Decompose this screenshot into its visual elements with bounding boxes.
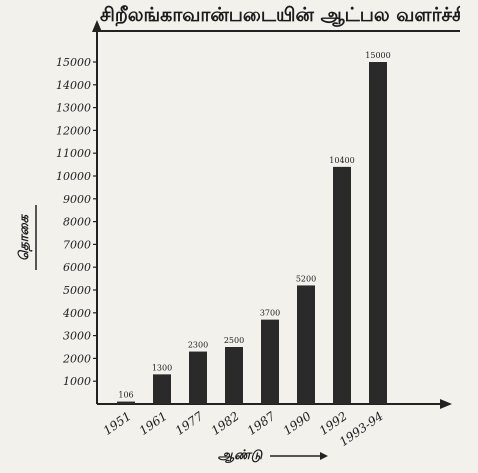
y-tick-label: 1000	[63, 375, 91, 388]
y-tick-label: 11000	[56, 147, 91, 160]
x-tick-label: 1977	[173, 409, 206, 438]
y-axis-arrow-icon	[92, 20, 102, 32]
y-tick-label: 13000	[56, 102, 91, 115]
bar-data-label: 3700	[260, 309, 280, 318]
bar-data-label: 2300	[188, 341, 208, 350]
bar	[297, 285, 315, 404]
bar	[153, 374, 171, 404]
bar-data-label: 10400	[329, 156, 354, 165]
x-tick-label: 1990	[281, 409, 314, 438]
bar	[369, 62, 387, 404]
bar-data-label: 2500	[224, 336, 244, 345]
y-tick-label: 2000	[62, 352, 91, 365]
y-tick-label: 9000	[63, 193, 91, 206]
x-tick-label: 1987	[245, 409, 278, 438]
bar-data-label: 1300	[152, 363, 172, 372]
y-tick-label: 12000	[56, 124, 91, 137]
y-tick-label: 7000	[63, 238, 91, 251]
y-tick-label: 14000	[56, 79, 91, 92]
y-tick-label: 10000	[56, 170, 91, 183]
bar	[333, 166, 351, 404]
y-tick-label: 15000	[56, 56, 91, 69]
bar	[261, 319, 279, 404]
x-tick-label: 1951	[101, 409, 134, 438]
chart-title: சிறீலங்காவான்படையின் ஆட்பல வளர்ச்சி	[100, 4, 460, 32]
y-tick-label: 6000	[63, 261, 91, 274]
x-axis-title-arrow-icon	[320, 452, 328, 460]
y-tick-label: 8000	[63, 216, 91, 229]
y-axis-title: தொகை	[17, 213, 33, 261]
bar	[225, 347, 243, 404]
bar-data-label: 15000	[365, 51, 390, 60]
x-axis-title: ஆண்டு	[218, 448, 264, 464]
x-axis-arrow-icon	[440, 399, 452, 409]
x-tick-label: 1961	[137, 409, 170, 438]
y-tick-label: 5000	[63, 284, 91, 297]
bar	[117, 401, 135, 404]
y-tick-label: 3000	[63, 330, 91, 343]
y-tick-label: 4000	[62, 307, 91, 320]
bar-data-label: 106	[118, 391, 133, 400]
x-tick-label: 1982	[209, 409, 242, 438]
bar	[189, 351, 207, 404]
bar-data-label: 5200	[296, 274, 316, 283]
